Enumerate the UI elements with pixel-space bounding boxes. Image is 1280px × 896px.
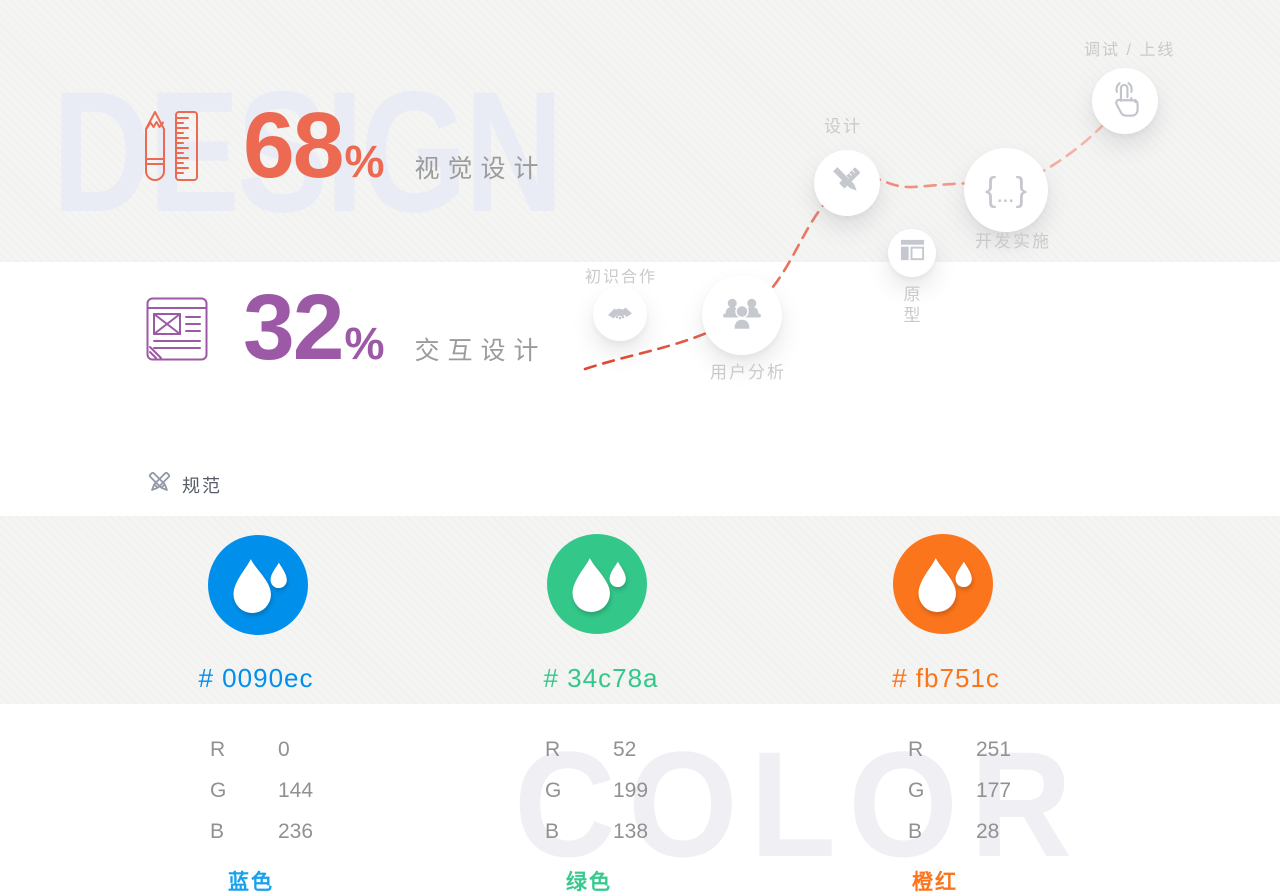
- rgb-row: R 251: [908, 738, 1011, 779]
- percent-sign: %: [344, 318, 385, 369]
- orange-color-name: 橙红: [912, 871, 958, 894]
- step-label-design: 设计: [824, 117, 862, 136]
- step-circle-launch: [1092, 68, 1158, 134]
- pencil-ruler-icon: [144, 109, 200, 188]
- channel-key: R: [210, 738, 226, 761]
- wireframe-page-icon: [146, 297, 208, 366]
- channel-key: G: [908, 779, 925, 802]
- rgb-row: B 28: [908, 820, 1011, 861]
- blue-swatch-circle: [208, 535, 308, 635]
- step-label-user-analysis: 用户分析: [710, 363, 786, 382]
- channel-value: 251: [976, 738, 1012, 761]
- orange-swatch-circle: [893, 534, 993, 634]
- rgb-row: B 236: [210, 820, 313, 861]
- green-color-name: 绿色: [566, 871, 612, 894]
- channel-key: R: [545, 738, 561, 761]
- step-circle-prototype: [888, 229, 936, 277]
- channel-key: G: [545, 779, 562, 802]
- channel-value: 199: [613, 779, 649, 802]
- channel-value: 52: [613, 738, 637, 761]
- water-drop-icon: [572, 558, 626, 613]
- green-rgb-table: R 52 G 199 B 138: [545, 738, 648, 861]
- channel-key: B: [908, 820, 923, 843]
- tap-finger-icon: [1107, 79, 1143, 124]
- channel-value: 0: [278, 738, 290, 761]
- orange-hex-label: # fb751c: [892, 663, 1000, 693]
- design-tools-icon: [828, 162, 866, 205]
- channel-value: 236: [278, 820, 314, 843]
- step-label-prototype: 原型: [903, 285, 923, 326]
- rgb-row: G 144: [210, 779, 313, 820]
- handshake-icon: [604, 296, 636, 333]
- channel-value: 144: [278, 779, 314, 802]
- step-circle-cooperation: [593, 287, 647, 341]
- rgb-row: R 0: [210, 738, 313, 779]
- rgb-row: G 177: [908, 779, 1011, 820]
- spec-section-header: 规范: [146, 469, 222, 501]
- orange-rgb-table: R 251 G 177 B 28: [908, 738, 1011, 861]
- blue-hex-label: # 0090ec: [198, 663, 314, 693]
- palette-band-background: [0, 516, 1280, 704]
- rgb-row: B 138: [545, 820, 648, 861]
- interaction-design-label: 交互设计: [414, 337, 547, 365]
- blue-color-name: 蓝色: [228, 871, 274, 894]
- channel-key: R: [908, 738, 924, 761]
- team-analysis-icon: [718, 289, 766, 342]
- step-label-launch: 调试 / 上线: [1084, 42, 1176, 59]
- step-circle-development: { ... }: [964, 148, 1048, 232]
- green-swatch-circle: [547, 534, 647, 634]
- step-label-cooperation: 初识合作: [585, 269, 658, 286]
- rgb-row: R 52: [545, 738, 648, 779]
- step-circle-user-analysis: [702, 275, 782, 355]
- prototype-layout-icon: [899, 237, 926, 269]
- visual-design-stat: 68% 视觉设计: [243, 99, 546, 192]
- visual-design-percent-value: 68: [243, 93, 344, 197]
- percent-sign: %: [344, 136, 385, 187]
- ellipsis-dots: ...: [997, 187, 1015, 206]
- step-circle-design: [814, 150, 880, 216]
- visual-design-label: 视觉设计: [414, 155, 547, 183]
- channel-value: 28: [976, 820, 1000, 843]
- interaction-design-stat: 32% 交互设计: [243, 281, 546, 374]
- water-drop-icon: [918, 558, 972, 613]
- interaction-design-percent-value: 32: [243, 275, 344, 379]
- channel-key: B: [210, 820, 225, 843]
- blue-rgb-table: R 0 G 144 B 236: [210, 738, 313, 861]
- channel-key: B: [545, 820, 560, 843]
- step-label-development: 开发实施: [975, 232, 1051, 251]
- code-braces-icon: { ... }: [985, 173, 1027, 207]
- water-drop-icon: [233, 559, 287, 614]
- crossed-pencils-icon: [146, 469, 173, 501]
- rgb-row: G 199: [545, 779, 648, 820]
- spec-section-label: 规范: [182, 476, 222, 496]
- channel-value: 138: [613, 820, 649, 843]
- green-hex-label: # 34c78a: [543, 663, 659, 693]
- channel-key: G: [210, 779, 227, 802]
- close-brace: }: [1015, 171, 1027, 209]
- open-brace: {: [985, 171, 997, 209]
- bottom-band-background: [0, 704, 1280, 895]
- channel-value: 177: [976, 779, 1012, 802]
